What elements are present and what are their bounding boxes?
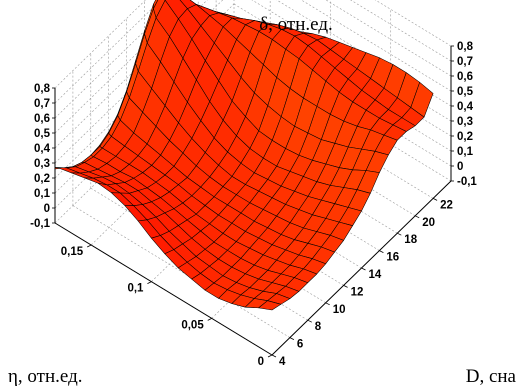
z-tick-label-left: 0,3 (34, 158, 50, 170)
z-tick-label-right: 0,5 (457, 86, 474, 98)
x-tick-label: 0 (258, 356, 264, 368)
y-tick-label: 6 (297, 339, 303, 351)
y-tick-mark (397, 232, 402, 236)
x-tick-mark (267, 354, 273, 358)
grid-line (54, 0, 146, 89)
x-axis-label: η, отн.ед. (8, 366, 83, 387)
z-tick-label-left: 0,6 (34, 113, 50, 125)
y-tick-label: 20 (422, 217, 435, 229)
z-tick-label-left: 0,1 (34, 188, 51, 200)
z-tick-label-left: 0,2 (34, 173, 50, 185)
tick-labels: -0,1 -0,1 0 0 0,1 0,1 0,2 0,2 0,3 0,3 0,4 0,4 0,5 0,5… (30, 41, 477, 368)
z-tick-label-left: 0,8 (34, 83, 51, 95)
x-tick-label: 0,05 (181, 319, 204, 331)
z-tick-label-left: 0,7 (34, 98, 50, 110)
y-tick-mark (271, 354, 277, 358)
x-tick-label: 0,1 (127, 283, 144, 295)
y-tick-mark (415, 215, 420, 219)
x-tick-mark (147, 281, 152, 285)
z-tick-label-right: 0,4 (457, 101, 474, 113)
z-tick-label-right: 0,3 (457, 116, 473, 128)
z-tick-label-right: 0,1 (457, 146, 474, 158)
surface-cell (258, 300, 282, 311)
chart-axes (52, 45, 454, 358)
y-tick-mark (325, 302, 330, 306)
z-tick-label-right: 0,7 (457, 56, 473, 68)
y-tick-mark (343, 285, 348, 288)
z-tick-label-left: 0 (44, 203, 50, 215)
y-tick-label: 8 (315, 321, 322, 333)
z-tick-label-left: 0,4 (34, 143, 51, 155)
y-tick-label: 16 (386, 252, 399, 264)
y-tick-mark (307, 319, 312, 323)
z-tick-label-left: -0,1 (30, 218, 50, 230)
z-tick-label-right: 0,8 (457, 41, 474, 53)
z-tick-label-left: 0,5 (34, 128, 51, 140)
y-axis-label: D, сна (466, 366, 517, 387)
chart-title: δ, отн.ед. (259, 14, 333, 35)
y-tick-label: 14 (369, 269, 382, 281)
y-tick-label: 10 (333, 304, 346, 316)
x-tick-label: 0,15 (61, 246, 84, 258)
y-tick-label: 18 (404, 234, 417, 246)
x-tick-mark (86, 244, 92, 248)
y-tick-mark (379, 250, 384, 253)
y-tick-mark (361, 267, 366, 271)
z-tick-label-right: -0,1 (457, 176, 477, 188)
z-tick-label-right: 0,6 (457, 71, 473, 83)
y-tick-label: 12 (351, 286, 364, 298)
x-tick-mark (207, 317, 212, 321)
surface-mesh (54, 0, 434, 311)
z-tick-label-right: 0 (457, 161, 463, 173)
y-tick-label: 22 (440, 199, 453, 211)
y-tick-mark (432, 198, 438, 201)
y-tick-mark (289, 337, 295, 340)
z-tick-label-right: 0,2 (457, 131, 473, 143)
y-tick-label: 4 (279, 356, 286, 368)
